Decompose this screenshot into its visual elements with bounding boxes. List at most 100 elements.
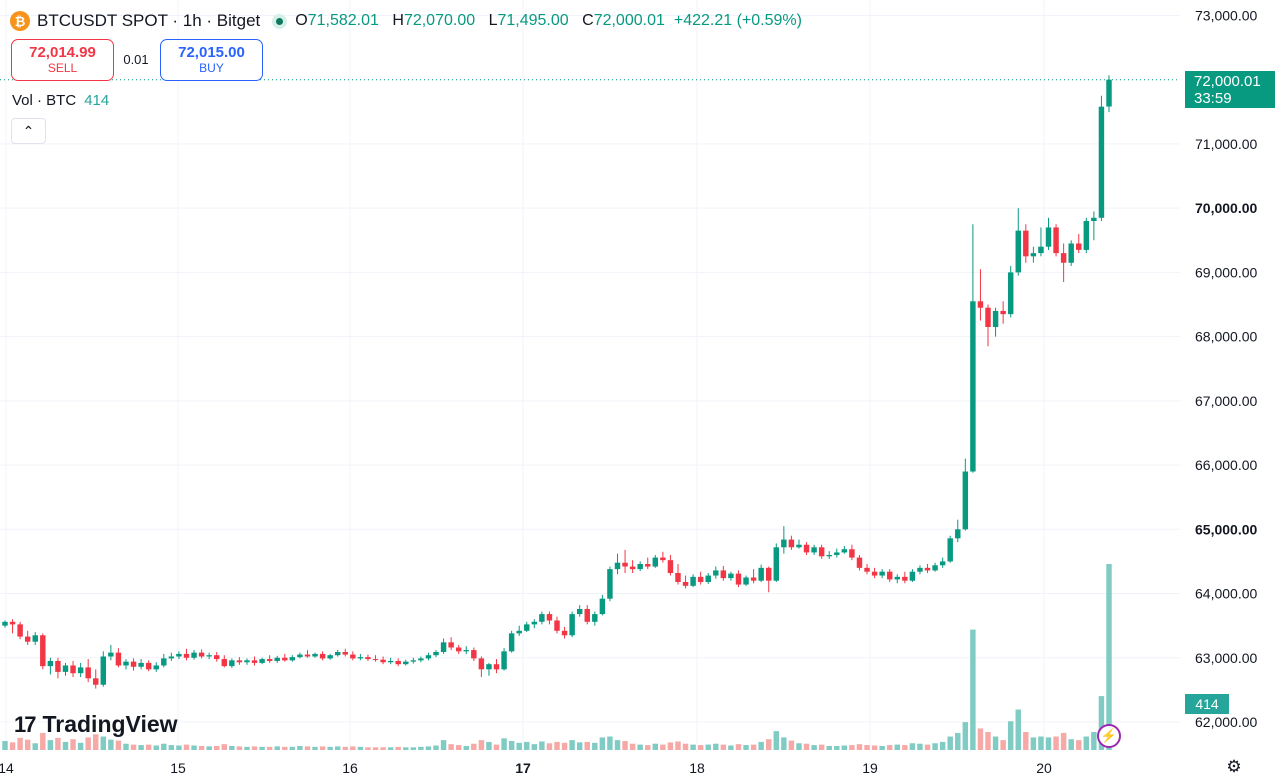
candle-body: [629, 566, 636, 570]
volume-legend[interactable]: Vol · BTC 414: [12, 92, 109, 109]
candle-body: [410, 660, 417, 662]
volume-bar: [176, 745, 182, 750]
candle-body: [849, 549, 855, 558]
volume-bar: [713, 743, 719, 750]
volume-bar: [327, 746, 333, 750]
volume-bar: [1091, 732, 1097, 750]
time-tick-label: 16: [342, 760, 358, 776]
volume-bar: [1060, 732, 1067, 750]
candle-body: [40, 635, 46, 667]
candle-countdown: 33:59: [1194, 90, 1232, 107]
candle-body: [637, 563, 643, 570]
volume-bar: [607, 736, 613, 750]
candle-body: [599, 598, 606, 615]
candle-body: [1083, 221, 1090, 250]
candle-body: [690, 576, 696, 586]
candle-body: [357, 657, 364, 659]
volume-bar: [992, 736, 999, 750]
volume-bar: [811, 745, 817, 750]
volume-bar: [1045, 737, 1052, 750]
volume-bar: [667, 742, 674, 750]
candle-body: [955, 529, 961, 539]
volume-bar: [720, 744, 727, 750]
volume-bar: [198, 745, 205, 750]
candle-body: [327, 655, 333, 659]
volume-bar: [773, 731, 780, 750]
sell-button[interactable]: 72,014.99 SELL: [11, 39, 114, 81]
spread-value: 0.01: [123, 52, 149, 67]
candle-body: [1000, 310, 1006, 315]
volume-bar: [818, 744, 825, 750]
volume-bar: [622, 741, 628, 750]
price-axis[interactable]: 73,000.00 71,000.00 70,000.00 69,000.00 68,0…: [1195, 7, 1257, 730]
volume-bar: [554, 741, 560, 750]
volume-bar: [637, 744, 643, 750]
candle-body: [811, 547, 817, 553]
volume-bar: [886, 745, 893, 750]
low-label: L: [488, 12, 498, 29]
chart-settings-icon[interactable]: ⚙: [1226, 757, 1242, 776]
sell-price: 72,014.99: [29, 44, 96, 61]
volume-bar: [274, 746, 280, 750]
time-axis[interactable]: 14 15 16 17 18 19 20: [0, 760, 1052, 776]
volume-bar: [55, 737, 61, 750]
volume-bar: [387, 747, 394, 750]
candle-body: [902, 576, 908, 581]
candle-body: [1091, 217, 1097, 222]
volume-bar: [191, 745, 197, 750]
symbol-legend: ₿ BTCUSDT SPOT · 1h · Bitget O71,582.01 …: [10, 9, 802, 33]
volume-bar: [206, 746, 212, 750]
candle-body: [645, 563, 651, 567]
candle-body: [153, 665, 159, 670]
volume-bar: [17, 737, 23, 750]
candle-body: [561, 630, 568, 636]
volume-bar: [365, 747, 371, 750]
volume-bar: [24, 739, 31, 750]
candle-body: [176, 653, 182, 657]
candle-body: [334, 651, 341, 656]
candle-body: [524, 624, 530, 631]
market-status-icon[interactable]: [272, 13, 288, 29]
candle-body: [667, 560, 674, 573]
volume-bar: [947, 736, 953, 750]
price-tick-label: 71,000.00: [1195, 136, 1257, 152]
candle-body: [2, 621, 8, 626]
volume-bar: [425, 746, 432, 750]
volume-bar: [70, 739, 76, 750]
buy-label: BUY: [199, 61, 224, 75]
volume-bar: [40, 732, 46, 750]
volume-bar: [455, 745, 462, 750]
volume-bars: [2, 564, 1112, 750]
volume-bar: [652, 743, 659, 750]
low-value: 71,495.00: [497, 12, 569, 29]
volume-bar: [463, 745, 469, 750]
volume-bar: [342, 746, 348, 750]
candle-body: [47, 660, 54, 667]
candle-body: [962, 471, 969, 530]
candle-body: [236, 660, 243, 663]
volume-bar: [894, 744, 900, 750]
tradingview-logo[interactable]: 17 TradingView: [14, 711, 178, 738]
candle-body: [947, 538, 953, 562]
volume-bar: [9, 742, 16, 750]
candle-body: [1068, 243, 1074, 263]
candle-body: [471, 650, 477, 659]
candle-body: [501, 651, 507, 670]
candle-body: [569, 614, 575, 636]
volume-bar: [62, 741, 69, 750]
candle-body: [70, 665, 76, 674]
candle-body: [395, 660, 401, 665]
buy-button[interactable]: 72,015.00 BUY: [160, 39, 263, 81]
lightning-icon[interactable]: ⚡: [1097, 724, 1121, 748]
price-tick-label: 73,000.00: [1195, 7, 1257, 23]
candle-body: [282, 657, 288, 661]
volume-bar: [297, 745, 303, 750]
sell-label: SELL: [47, 61, 78, 75]
candle-body: [546, 614, 553, 621]
symbol-title[interactable]: BTCUSDT SPOT · 1h · Bitget: [37, 11, 261, 30]
volume-label: Vol · BTC: [12, 92, 77, 109]
collapse-legend-button[interactable]: ⌃: [11, 118, 46, 144]
candle-body: [826, 555, 832, 557]
volume-bar: [1068, 739, 1074, 750]
